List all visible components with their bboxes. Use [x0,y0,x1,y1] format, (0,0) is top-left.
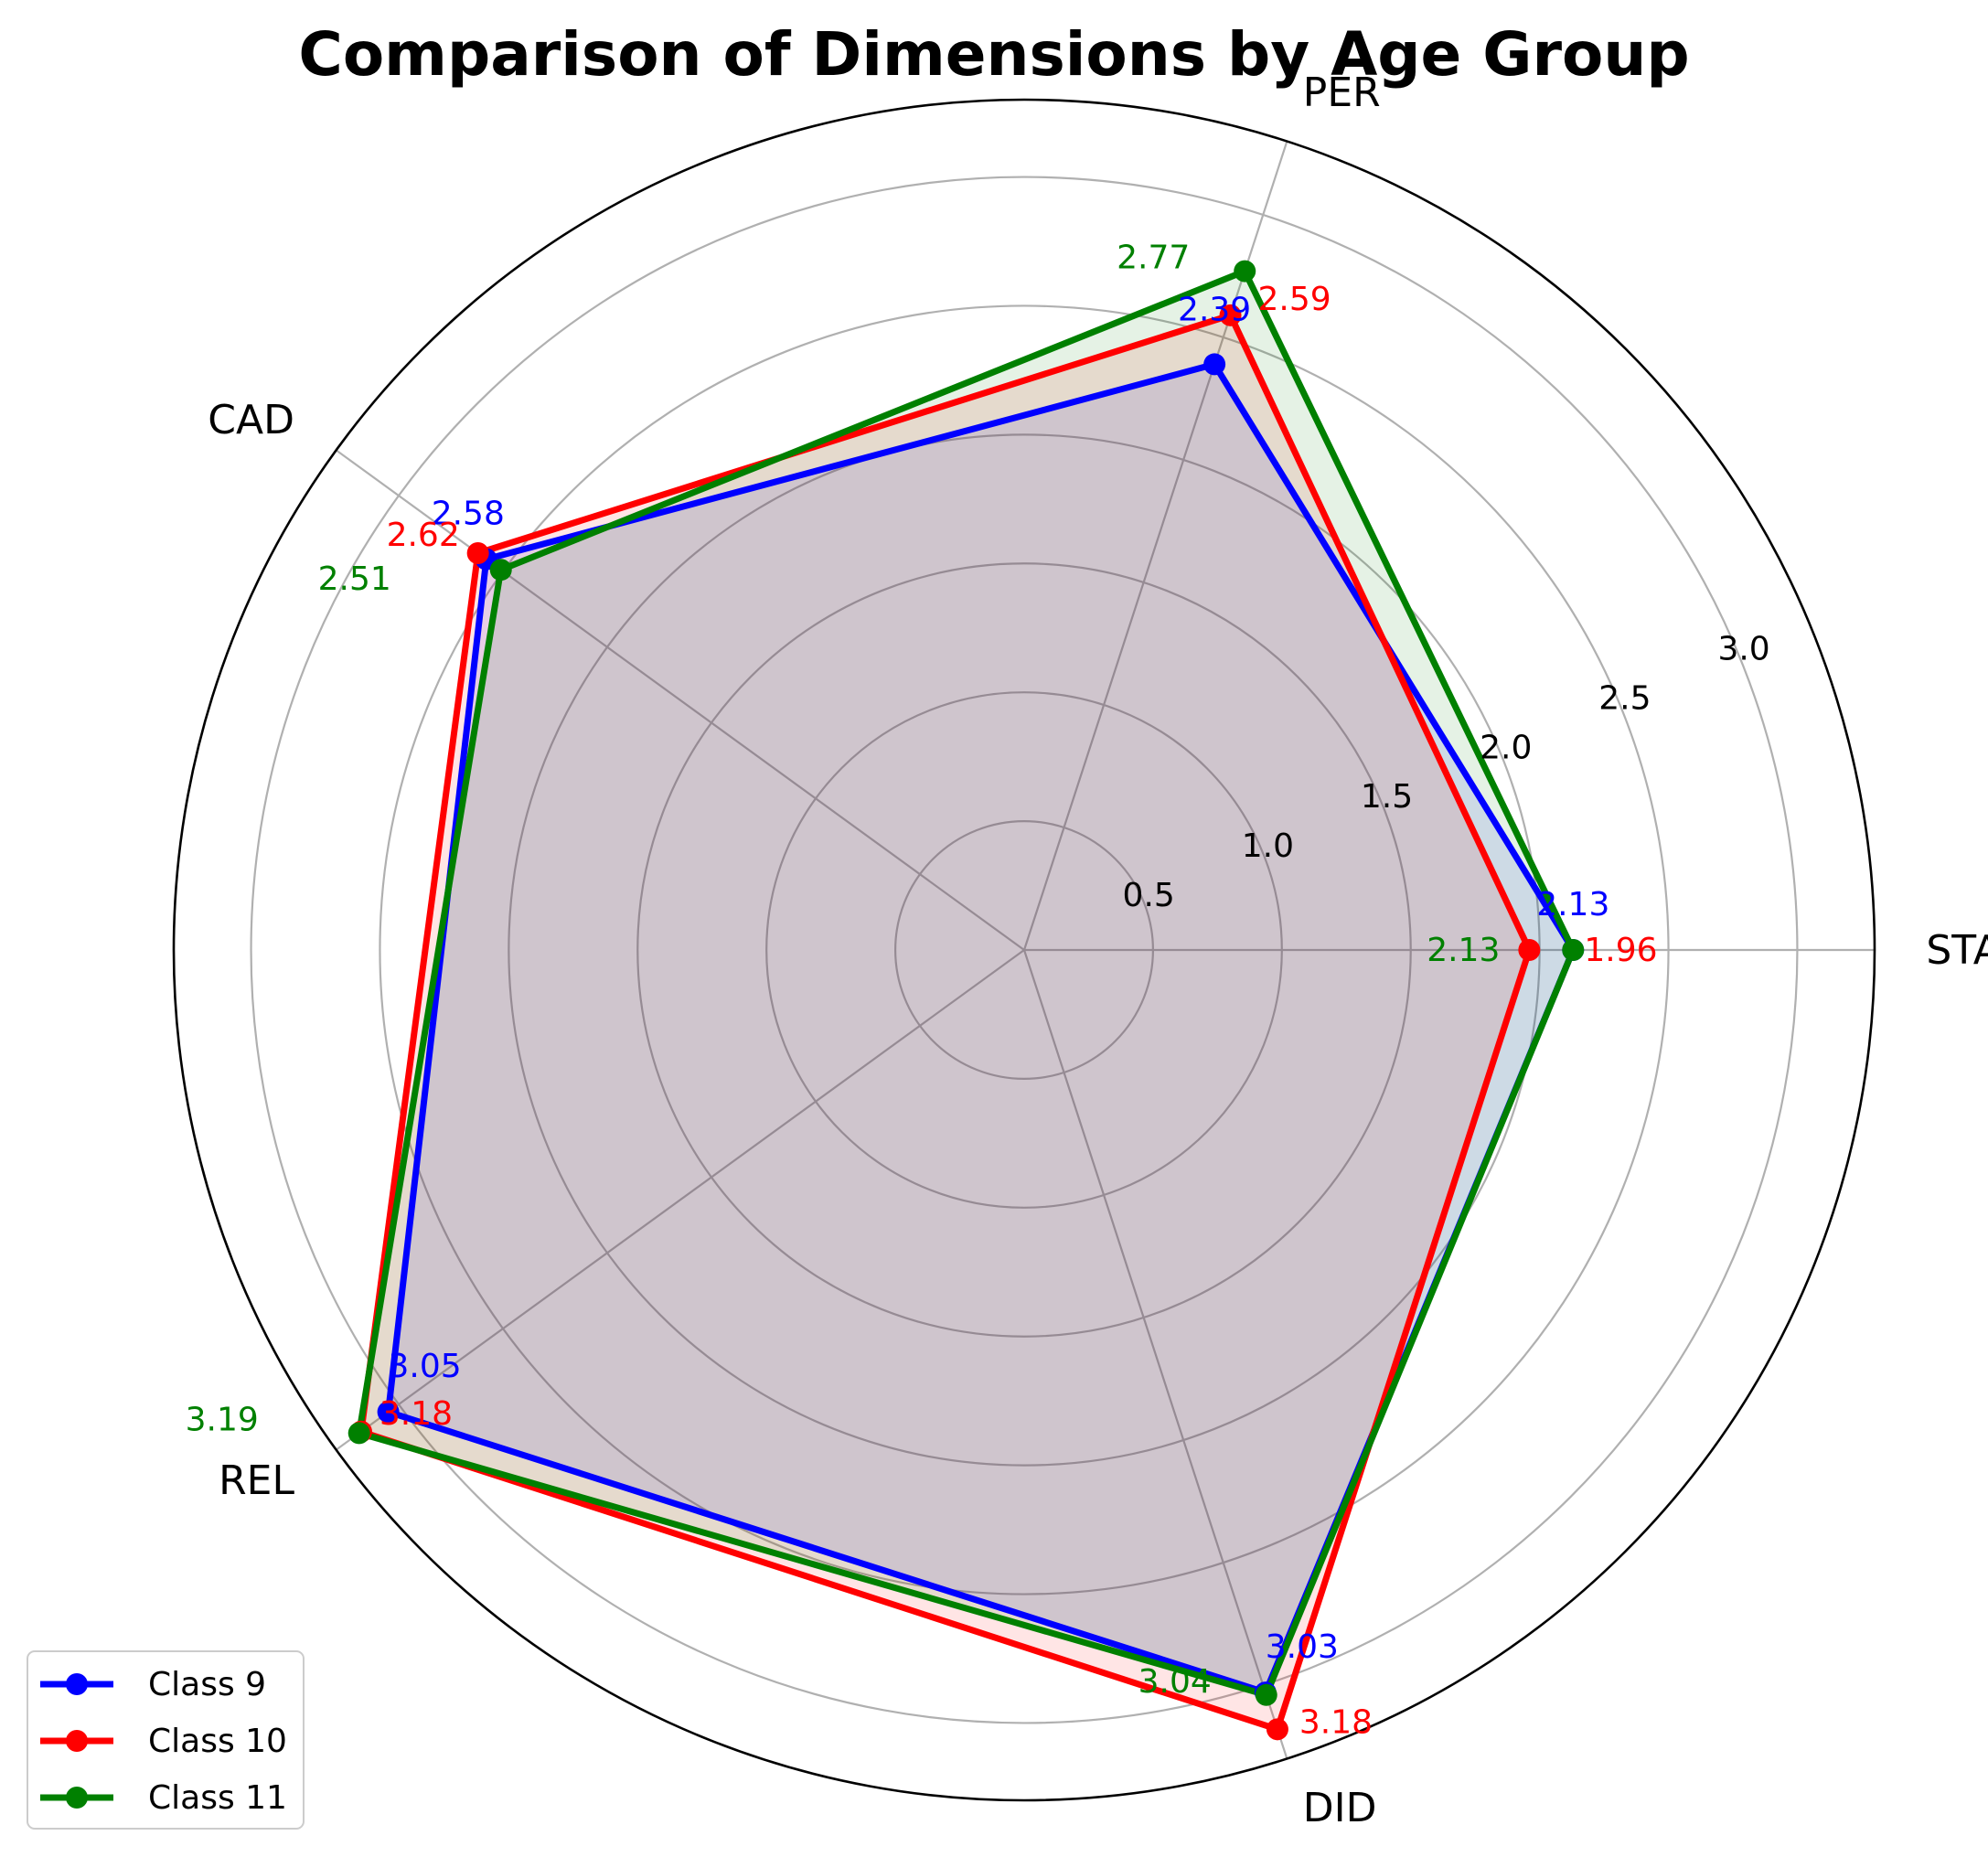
value-label-1-did: 3.18 [1299,1703,1373,1741]
radial-tick-label: 3.0 [1717,630,1769,667]
data-point-0-rel [377,1401,400,1424]
data-point-2-per [1234,260,1256,283]
value-label-1-cad: 2.62 [387,517,460,554]
data-point-2-did [1255,1683,1277,1706]
legend-label-1: Class 10 [148,1723,287,1760]
category-label-cad: CAD [208,397,294,443]
value-label-2-did: 3.04 [1138,1663,1212,1701]
value-label-1-rel: 3.18 [379,1395,453,1433]
data-point-2-cad [489,559,512,582]
value-label-0-rel: 3.05 [389,1348,462,1385]
value-labels: 2.13 2.39 2.58 3.05 3.03 1.96 2.59 2.62 3.18 3.18… [186,240,1658,1742]
legend-label-0: Class 9 [148,1666,266,1703]
data-point-0-per [1203,353,1226,376]
series-points [347,260,1585,1741]
value-label-0-per: 2.39 [1178,291,1251,328]
legend-marker-0 [66,1673,88,1695]
data-point-2-rel [347,1422,370,1445]
legend: Class 9 Class 10 Class 11 [27,1650,305,1830]
category-label-did: DID [1303,1785,1377,1831]
data-point-1-cad [466,542,489,565]
spoke-rel [335,949,1025,1451]
radial-tick-label: 2.0 [1480,729,1532,766]
series-fill-2 [358,271,1574,1695]
series-line-1 [358,312,1533,1733]
chart-title: Comparison of Dimensions by Age Group [298,19,1689,90]
data-point-1-did [1266,1718,1288,1741]
radial-tick-label: 1.5 [1361,778,1413,816]
data-point-2-sta [1562,939,1585,961]
radial-tick-labels: 0.5 1.0 1.5 2.0 2.5 3.0 [1123,630,1770,914]
value-label-2-per: 2.77 [1117,240,1190,277]
category-label-per: PER [1303,69,1381,116]
outer-frame [172,98,1876,1802]
series-lines [356,268,1577,1733]
value-label-0-cad: 2.58 [432,496,505,533]
value-label-0-did: 3.03 [1266,1628,1339,1666]
category-labels: STA PER CAD REL DID [208,69,1988,1831]
series-fills [358,271,1574,1730]
value-label-2-rel: 3.19 [186,1401,259,1438]
data-point-1-sta [1518,939,1541,961]
series-fill-1 [361,315,1530,1730]
series-line-2 [356,268,1577,1699]
category-label-sta: STA [1926,927,1988,974]
legend-label-2: Class 11 [148,1779,287,1817]
legend-box [27,1650,305,1830]
radial-tick-label: 0.5 [1123,877,1175,914]
legend-marker-1 [66,1730,88,1752]
radial-tick-label: 1.0 [1242,827,1294,865]
value-label-0-sta: 2.13 [1536,886,1609,923]
spoke-cad [335,449,1025,951]
legend-marker-2 [66,1787,88,1809]
value-label-2-cad: 2.51 [318,560,391,598]
value-label-2-sta: 2.13 [1427,932,1500,969]
radial-tick-label: 2.5 [1598,679,1651,717]
value-label-1-per: 2.59 [1257,281,1331,318]
spoke-did [1022,949,1288,1759]
data-point-1-per [1219,304,1242,326]
value-label-1-sta: 1.96 [1584,932,1657,969]
series-fill-0 [388,364,1574,1693]
category-label-rel: REL [219,1457,294,1504]
